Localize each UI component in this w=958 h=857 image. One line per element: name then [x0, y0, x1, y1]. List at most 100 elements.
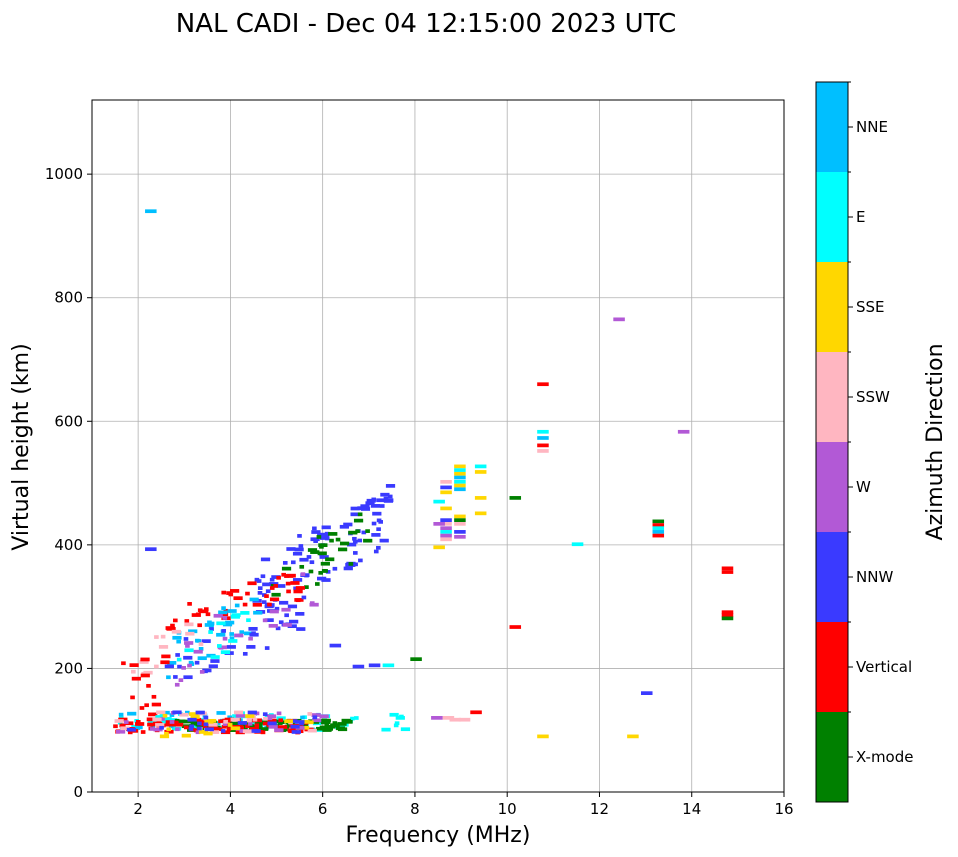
- echo-point: [286, 547, 296, 551]
- echo-point: [312, 718, 322, 723]
- echo-point: [229, 636, 235, 641]
- echo-point: [376, 545, 381, 550]
- echo-point: [233, 596, 243, 601]
- echo-point: [204, 727, 214, 732]
- echo-point: [271, 575, 281, 579]
- echo-point: [309, 720, 314, 725]
- echo-point: [194, 660, 200, 665]
- echo-point: [173, 618, 178, 623]
- echo-point: [269, 582, 279, 586]
- colorbar-label-item: NNW: [856, 568, 893, 586]
- echo-point: [357, 512, 363, 517]
- echo-point: [221, 590, 227, 595]
- echo-point: [197, 656, 207, 661]
- echo-point: [379, 504, 385, 508]
- echo-marks: [113, 209, 734, 739]
- echo-point: [246, 618, 251, 623]
- echo-point: [179, 712, 189, 717]
- echo-point: [162, 713, 168, 718]
- echo-point: [227, 609, 237, 613]
- echo-point: [454, 530, 466, 534]
- echo-point: [371, 521, 377, 526]
- echo-point: [197, 726, 202, 731]
- echo-point: [251, 631, 256, 636]
- echo-point: [242, 729, 253, 734]
- echo-point: [284, 613, 289, 618]
- echo-point: [371, 497, 377, 502]
- echo-point: [454, 483, 466, 488]
- echo-point: [440, 490, 452, 495]
- echo-point: [474, 511, 487, 516]
- echo-point: [145, 209, 157, 214]
- echo-point: [410, 657, 422, 662]
- echo-point: [220, 729, 226, 733]
- echo-point: [279, 600, 289, 605]
- echo-point: [348, 562, 354, 566]
- echo-point: [146, 683, 151, 688]
- echo-point: [140, 673, 150, 678]
- echo-point: [146, 717, 156, 722]
- echo-point: [201, 639, 211, 643]
- colorbar-segment: [816, 622, 848, 712]
- echo-point: [227, 723, 233, 727]
- echo-point: [320, 536, 330, 540]
- echo-point: [209, 621, 215, 626]
- echo-point: [292, 719, 298, 723]
- echo-point: [244, 631, 254, 636]
- echo-point: [185, 631, 195, 636]
- echo-point: [273, 584, 279, 588]
- y-tick-label: 800: [54, 289, 83, 307]
- echo-point: [269, 577, 275, 582]
- echo-point: [230, 614, 240, 619]
- echo-point: [221, 629, 226, 633]
- colorbar-label-item: SSW: [856, 388, 890, 406]
- echo-point: [454, 487, 466, 492]
- echo-point: [229, 632, 235, 636]
- echo-point: [368, 663, 381, 668]
- echo-point: [135, 719, 141, 724]
- echo-point: [337, 722, 347, 726]
- echo-point: [376, 527, 381, 532]
- echo-point: [156, 710, 166, 715]
- echo-point: [174, 722, 184, 727]
- echo-point: [208, 664, 218, 669]
- echo-point: [222, 636, 228, 641]
- echo-point: [198, 642, 204, 646]
- echo-point: [175, 653, 180, 657]
- echo-point: [249, 727, 259, 731]
- echo-point: [247, 581, 257, 586]
- echo-point: [372, 511, 382, 516]
- echo-point: [217, 644, 222, 648]
- echo-point: [440, 530, 452, 534]
- echo-point: [318, 543, 328, 548]
- echo-point: [202, 668, 212, 673]
- echo-point: [178, 678, 184, 683]
- echo-point: [613, 317, 625, 322]
- echo-point: [230, 722, 240, 727]
- echo-point: [440, 526, 452, 531]
- echo-point: [259, 727, 269, 731]
- echo-point: [454, 514, 466, 519]
- echo-point: [263, 716, 268, 721]
- echo-point: [268, 623, 278, 628]
- echo-point: [440, 537, 452, 542]
- echo-point: [300, 572, 306, 577]
- colorbar-segment: [816, 532, 848, 622]
- echo-point: [350, 506, 360, 511]
- echo-point: [221, 606, 226, 610]
- echo-point: [183, 725, 189, 730]
- echo-point: [228, 639, 238, 643]
- echo-point: [185, 644, 190, 648]
- x-axis-ticks: 2 4 6 8 10 12 14 16: [133, 792, 794, 818]
- echo-point: [394, 721, 400, 726]
- echo-point: [721, 566, 734, 571]
- echo-point: [329, 643, 342, 648]
- echo-point: [209, 627, 214, 631]
- echo-point: [537, 382, 549, 387]
- echo-point: [335, 537, 341, 542]
- echo-point: [281, 572, 286, 577]
- echo-point: [187, 602, 192, 606]
- echo-point: [145, 547, 157, 552]
- echo-point: [209, 730, 220, 734]
- echo-point: [315, 582, 320, 586]
